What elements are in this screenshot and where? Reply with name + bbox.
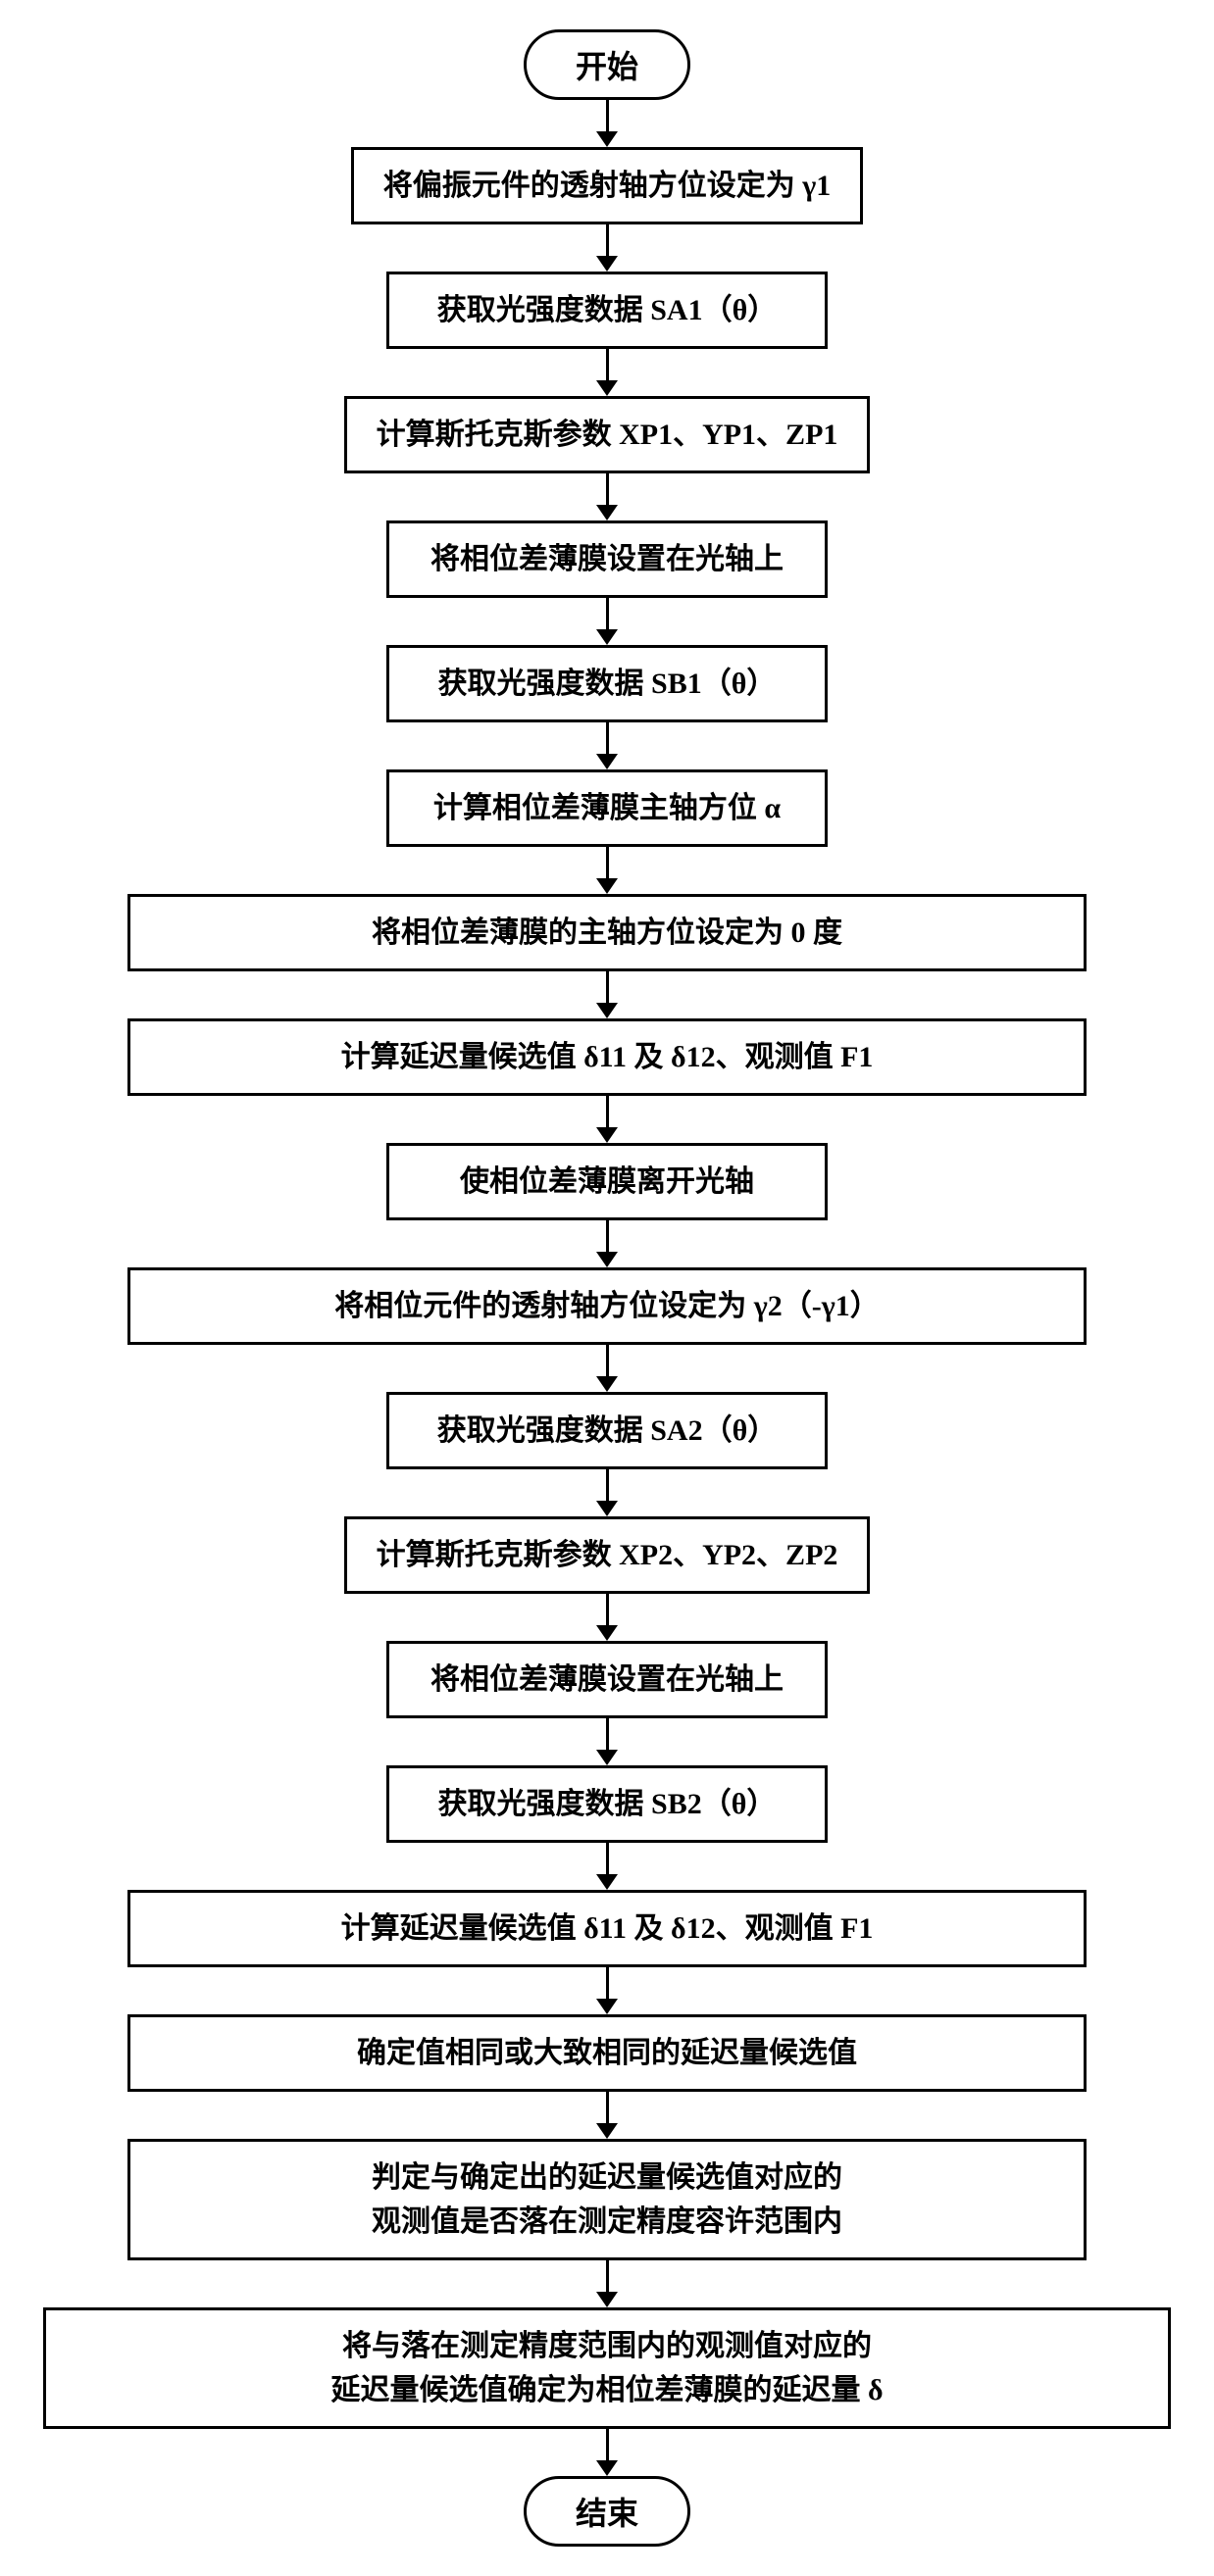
process-step: 将相位差薄膜设置在光轴上: [386, 1641, 828, 1718]
flow-arrow: [596, 100, 618, 147]
flow-arrow: [596, 1096, 618, 1143]
flow-arrow: [596, 1967, 618, 2014]
process-step: 确定值相同或大致相同的延迟量候选值: [127, 2014, 1087, 2092]
start-terminal: 开始: [524, 29, 690, 100]
flow-arrow: [596, 971, 618, 1018]
process-step: 使相位差薄膜离开光轴: [386, 1143, 828, 1220]
process-step: 计算延迟量候选值 δ11 及 δ12、观测值 F1: [127, 1018, 1087, 1096]
flow-arrow: [596, 847, 618, 894]
process-step: 获取光强度数据 SA2（θ）: [386, 1392, 828, 1469]
process-step: 计算斯托克斯参数 XP1、YP1、ZP1: [344, 396, 871, 473]
flowchart-container: 开始 将偏振元件的透射轴方位设定为 γ1 获取光强度数据 SA1（θ） 计算斯托…: [43, 29, 1171, 2547]
flow-arrow: [596, 1718, 618, 1765]
flow-arrow: [596, 473, 618, 520]
process-step: 获取光强度数据 SA1（θ）: [386, 272, 828, 349]
flow-arrow: [596, 1469, 618, 1516]
flow-arrow: [596, 349, 618, 396]
flow-arrow: [596, 2260, 618, 2307]
process-step: 判定与确定出的延迟量候选值对应的观测值是否落在测定精度容许范围内: [127, 2139, 1087, 2260]
process-step: 将偏振元件的透射轴方位设定为 γ1: [351, 147, 864, 224]
flow-arrow: [596, 224, 618, 272]
process-step: 计算延迟量候选值 δ11 及 δ12、观测值 F1: [127, 1890, 1087, 1967]
flow-arrow: [596, 1843, 618, 1890]
flow-arrow: [596, 1594, 618, 1641]
flow-arrow: [596, 722, 618, 769]
flow-arrow: [596, 598, 618, 645]
end-terminal: 结束: [524, 2476, 690, 2547]
process-step: 计算斯托克斯参数 XP2、YP2、ZP2: [344, 1516, 871, 1594]
process-step: 将相位元件的透射轴方位设定为 γ2（-γ1）: [127, 1267, 1087, 1345]
flow-arrow: [596, 2092, 618, 2139]
flow-arrow: [596, 1345, 618, 1392]
process-step: 获取光强度数据 SB2（θ）: [386, 1765, 828, 1843]
process-step: 计算相位差薄膜主轴方位 α: [386, 769, 828, 847]
process-step: 获取光强度数据 SB1（θ）: [386, 645, 828, 722]
flow-arrow: [596, 1220, 618, 1267]
flow-arrow: [596, 2429, 618, 2476]
process-step: 将相位差薄膜设置在光轴上: [386, 520, 828, 598]
process-step: 将与落在测定精度范围内的观测值对应的延迟量候选值确定为相位差薄膜的延迟量 δ: [43, 2307, 1171, 2429]
process-step: 将相位差薄膜的主轴方位设定为 0 度: [127, 894, 1087, 971]
